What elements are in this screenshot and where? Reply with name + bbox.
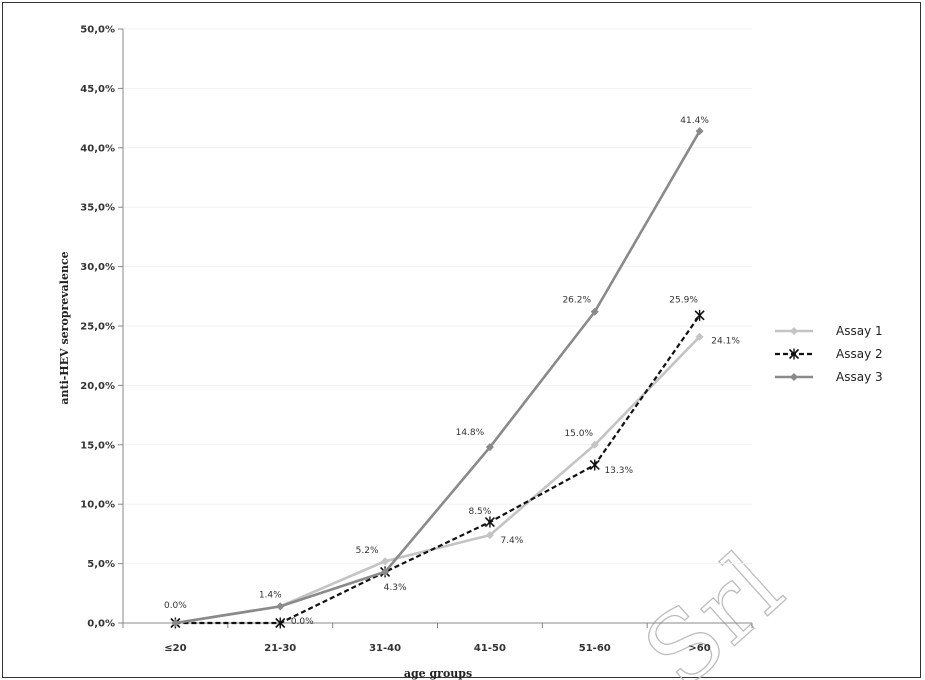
legend-item-1: Assay 1 <box>775 324 883 338</box>
x-tick-label: ≤20 <box>164 643 186 654</box>
data-point <box>381 567 390 576</box>
gridlines <box>123 28 752 565</box>
y-tick-label: 25,0% <box>80 322 115 333</box>
data-labels: 5.2% 7.4% 15.0% 24.1% 0.0% 4.3% 8.5% 13.3% 25.9%… <box>164 116 740 627</box>
x-tick-label: 21-30 <box>264 643 296 654</box>
series-line-1 <box>175 335 701 625</box>
legend: Assay 1 Assay 2 Assay 3 <box>775 324 883 384</box>
y-tick-label: 45,0% <box>80 84 115 95</box>
y-tick-label: 10,0% <box>80 500 115 511</box>
legend-label: Assay 3 <box>836 370 883 384</box>
y-tick-label: 50,0% <box>80 25 115 36</box>
data-point <box>484 516 495 528</box>
y-tick-label: 30,0% <box>80 262 115 273</box>
y-tick-label: 15,0% <box>80 440 115 451</box>
data-label: 8.5% <box>468 507 491 517</box>
legend-label: Assay 1 <box>836 324 883 338</box>
legend-marker <box>790 373 798 381</box>
data-point <box>695 332 704 341</box>
series-line-3 <box>175 130 701 625</box>
data-label: 0.0% <box>164 601 187 611</box>
data-label: 26.2% <box>562 296 591 306</box>
axes <box>118 28 753 628</box>
legend-label: Assay 2 <box>836 347 883 361</box>
data-point <box>695 127 704 136</box>
series-layer <box>170 127 705 629</box>
data-label: 7.4% <box>500 536 523 546</box>
x-axis-title: age groups <box>404 667 472 680</box>
data-point <box>275 617 286 629</box>
x-tick-label: >60 <box>688 643 710 654</box>
data-label: 14.8% <box>456 428 485 438</box>
legend-item-2: Assay 2 <box>775 347 883 361</box>
x-tick-label: 51-60 <box>579 643 611 654</box>
x-tick-label: 41-50 <box>474 643 506 654</box>
data-label: 41.4% <box>680 116 709 126</box>
data-point <box>485 443 494 452</box>
data-point <box>276 602 285 611</box>
y-tick-label: 40,0% <box>80 143 115 154</box>
y-tick-label: 5,0% <box>87 559 115 570</box>
legend-marker <box>790 327 798 335</box>
data-label: 13.3% <box>604 466 633 476</box>
y-tick-label: 20,0% <box>80 381 115 392</box>
data-label: 4.3% <box>384 583 407 593</box>
data-point <box>171 619 180 627</box>
data-point <box>485 531 494 540</box>
data-label: 15.0% <box>564 429 593 439</box>
x-tick-labels: ≤20 21-30 31-40 41-50 51-60 >60 <box>164 643 711 654</box>
data-point <box>381 557 390 566</box>
data-label: 5.2% <box>356 546 379 556</box>
x-tick-label: 31-40 <box>369 643 401 654</box>
y-tick-label: 0,0% <box>87 619 115 630</box>
data-label: 24.1% <box>711 337 740 347</box>
legend-item-3: Assay 3 <box>775 370 883 384</box>
data-point <box>590 307 599 316</box>
y-tick-label: 35,0% <box>80 203 115 214</box>
data-point <box>694 309 705 321</box>
y-axis-title: anti-HEV seroprevalence <box>58 251 71 404</box>
data-point <box>589 459 600 471</box>
legend-marker <box>788 348 800 360</box>
watermark: Srl <box>623 531 804 680</box>
y-tick-labels: 0,0% 5,0% 10,0% 15,0% 20,0% 25,0% 30,0% 35,0% 40… <box>80 25 115 630</box>
data-label: 0.0% <box>291 617 314 627</box>
data-point <box>590 440 599 449</box>
data-label: 25.9% <box>669 295 698 305</box>
data-label: 1.4% <box>259 590 282 600</box>
